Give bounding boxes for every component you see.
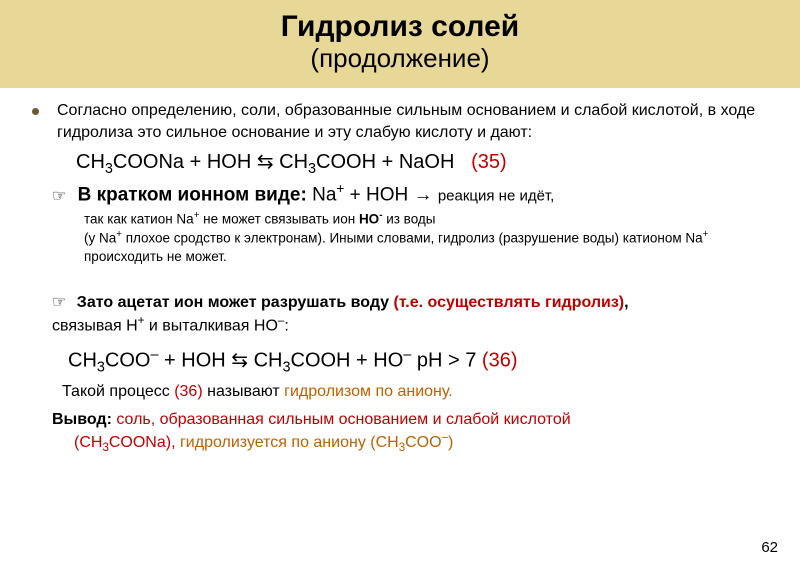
mid2b: и выталкивая HO bbox=[144, 317, 277, 334]
note2b: плохое сродство к электронам). Иными сло… bbox=[122, 231, 703, 246]
proc-a: Такой процесс bbox=[62, 383, 174, 400]
note-block: так как катион Na + не может связывать ио… bbox=[84, 209, 768, 267]
mid2c: : bbox=[284, 317, 288, 334]
note2c: происходить не может. bbox=[84, 249, 227, 264]
ionic-label: В кратком ионном виде: bbox=[78, 185, 307, 206]
mid-suffix: , bbox=[624, 294, 628, 311]
equation-36: CH3COO– + HOH ⇆ CH3COOH + HO– pH > 7 (36… bbox=[68, 347, 768, 376]
conclusion: Вывод: соль, образованная сильным основа… bbox=[52, 409, 768, 457]
content-area: Согласно определению, соли, образованные… bbox=[0, 88, 800, 457]
mid-prefix: Зато ацетат ион может разрушать воду bbox=[77, 294, 394, 311]
eq35-number: (35) bbox=[471, 151, 507, 173]
va-c: ) bbox=[448, 434, 453, 451]
note-ho: HO bbox=[359, 211, 379, 226]
vyvod-label: Вывод: bbox=[52, 411, 112, 428]
intro-block: Согласно определению, соли, образованные… bbox=[32, 100, 768, 143]
vp-anion: (CH3COO–) bbox=[370, 434, 453, 451]
vp-b: COONa), bbox=[109, 434, 180, 451]
title-bar: Гидролиз солей (продолжение) bbox=[0, 0, 800, 88]
eq35-p1: CH bbox=[76, 151, 105, 173]
eq35-sub2: 3 bbox=[308, 161, 316, 177]
slide-subtitle: (продолжение) bbox=[0, 43, 800, 74]
eq36-b: COO bbox=[105, 349, 151, 371]
va-b: COO bbox=[405, 434, 441, 451]
note2a: (у Na bbox=[84, 231, 116, 246]
vyvod-line2: (CH3COONa), гидролизуется по аниону (CH3… bbox=[74, 434, 453, 451]
note1b: не может связывать ион bbox=[199, 211, 359, 226]
hand-icon: ☞ bbox=[52, 186, 66, 206]
ionic-line: ☞ В кратком ионном виде: Na+ + HOH → реа… bbox=[52, 181, 768, 206]
vyvod-text: соль, образованная сильным основанием и … bbox=[112, 411, 571, 428]
eq35-sub1: 3 bbox=[105, 161, 113, 177]
proc-term: гидролизом по аниону. bbox=[284, 383, 453, 400]
proc-num: (36) bbox=[174, 383, 202, 400]
mid2a: связывая H bbox=[52, 317, 138, 334]
slide-title: Гидролиз солей bbox=[0, 10, 800, 43]
eq35-p3: COOH + NaOH bbox=[316, 151, 454, 173]
note1a: так как катион Na bbox=[84, 211, 194, 226]
eq36-s2: 3 bbox=[282, 359, 290, 375]
eq35-p2: COONa + HOH ⇆ CH bbox=[113, 151, 308, 173]
eq36-d: COOH + HO bbox=[291, 349, 404, 371]
mid-paren: (т.е. осуществлять гидролиз) bbox=[394, 294, 625, 311]
note1c: из воды bbox=[382, 211, 435, 226]
eq36-c: + HOH ⇆ CH bbox=[158, 349, 282, 371]
ionic-na: Na bbox=[307, 185, 337, 206]
bullet-icon bbox=[32, 108, 39, 115]
mid-paragraph: ☞ Зато ацетат ион может разрушать воду (… bbox=[52, 292, 768, 337]
eq36-a: CH bbox=[68, 349, 97, 371]
no-reaction: реакция не идёт, bbox=[438, 188, 555, 205]
eq36-number: (36) bbox=[482, 349, 518, 371]
equation-35: CH3COONa + HOH ⇆ CH3COOH + NaOH (35) bbox=[76, 149, 768, 177]
hand-icon-2: ☞ bbox=[52, 292, 66, 314]
eq36-ph: pH > 7 bbox=[411, 349, 482, 371]
eq36-s1: 3 bbox=[97, 359, 105, 375]
vp-a: (CH bbox=[74, 434, 102, 451]
intro-text: Согласно определению, соли, образованные… bbox=[57, 100, 768, 143]
process-line: Такой процесс (36) называют гидролизом п… bbox=[62, 383, 768, 401]
va-a: (CH bbox=[370, 434, 398, 451]
vp-tail: гидролизуется по аниону bbox=[180, 434, 370, 451]
proc-b: называют bbox=[203, 383, 284, 400]
note2-plus2: + bbox=[703, 229, 709, 240]
page-number: 62 bbox=[761, 539, 778, 556]
ionic-rest: + HOH → bbox=[344, 185, 437, 206]
